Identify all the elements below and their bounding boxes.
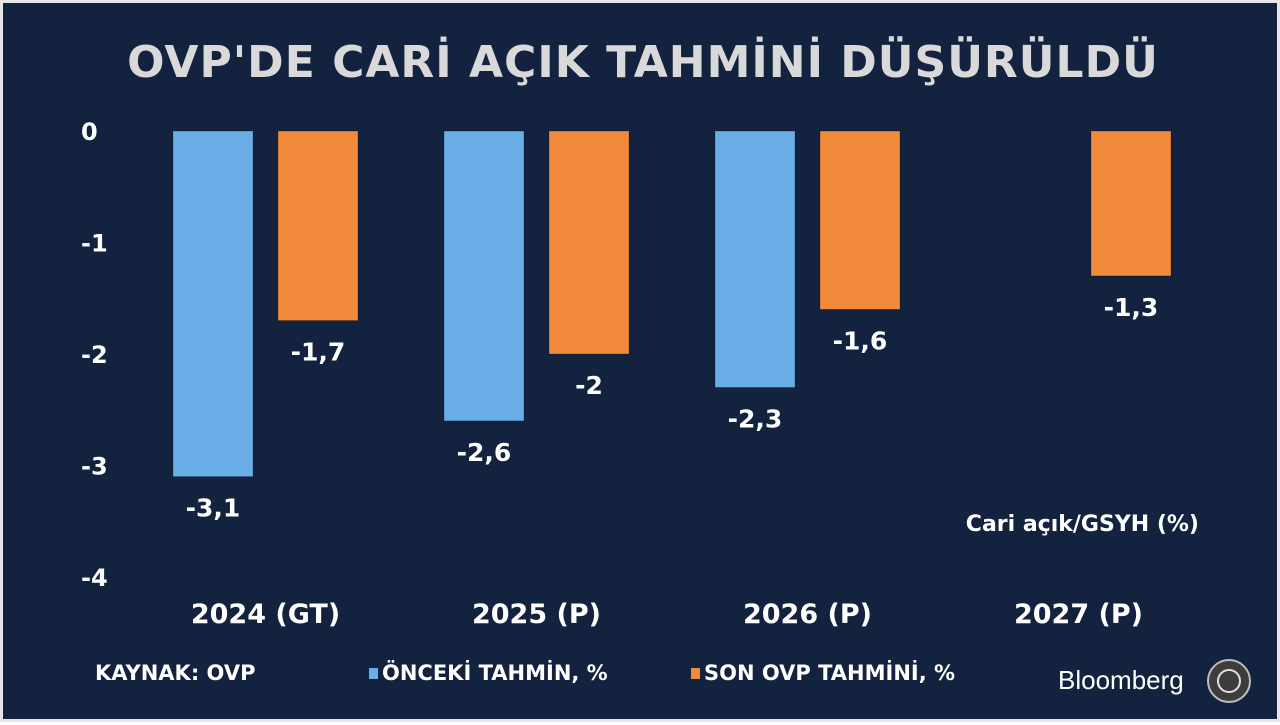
bar-previous xyxy=(714,130,796,388)
bar-previous xyxy=(443,130,525,422)
x-category-label: 2025 (P) xyxy=(472,599,601,630)
bar-new xyxy=(548,130,630,355)
data-label-previous: -2,3 xyxy=(728,404,783,433)
x-category-label: 2027 (P) xyxy=(1014,599,1143,630)
bar-new xyxy=(819,130,901,310)
x-category-label: 2024 (GT) xyxy=(191,599,340,630)
legend-item-new-forecast: SON OVP TAHMİNİ, % xyxy=(691,661,955,685)
chart-title: OVP'DE CARİ AÇIK TAHMİNİ DÜŞÜRÜLDÜ xyxy=(127,37,1159,88)
source-note: KAYNAK: OVP xyxy=(95,661,256,685)
y-tick-label: -1 xyxy=(81,230,108,258)
data-label-previous: -3,1 xyxy=(186,494,241,523)
data-label-new: -2 xyxy=(575,371,603,400)
x-category-label: 2026 (P) xyxy=(743,599,872,630)
axis-annotation: Cari açık/GSYH (%) xyxy=(966,512,1199,537)
bar-new xyxy=(1090,130,1172,277)
bar-chart: 0 -1 -2 -3 -4 -3,1 -2,6 -2,3 -1,7 -2 -1,6 -1,3 2024 … xyxy=(81,118,1199,630)
data-label-previous: -2,6 xyxy=(457,438,512,467)
data-label-new: -1,7 xyxy=(291,338,346,367)
legend-label-new: SON OVP TAHMİNİ, % xyxy=(704,661,956,685)
legend-swatch-new xyxy=(691,667,700,679)
legend-swatch-previous xyxy=(369,667,378,679)
emblem-icon xyxy=(1207,659,1251,703)
bloomberg-logo: Bloomberg xyxy=(1058,665,1184,695)
y-tick-label: -4 xyxy=(81,564,108,592)
y-tick-label: -3 xyxy=(81,453,108,481)
legend-label-previous: ÖNCEKİ TAHMİN, % xyxy=(382,661,608,685)
data-label-new: -1,3 xyxy=(1104,293,1159,322)
legend-item-previous-forecast: ÖNCEKİ TAHMİN, % xyxy=(369,661,608,685)
data-label-new: -1,6 xyxy=(833,326,888,355)
y-tick-label: -2 xyxy=(81,341,108,369)
y-tick-label: 0 xyxy=(81,118,98,146)
bar-new xyxy=(277,130,359,322)
bar-previous xyxy=(172,130,254,478)
